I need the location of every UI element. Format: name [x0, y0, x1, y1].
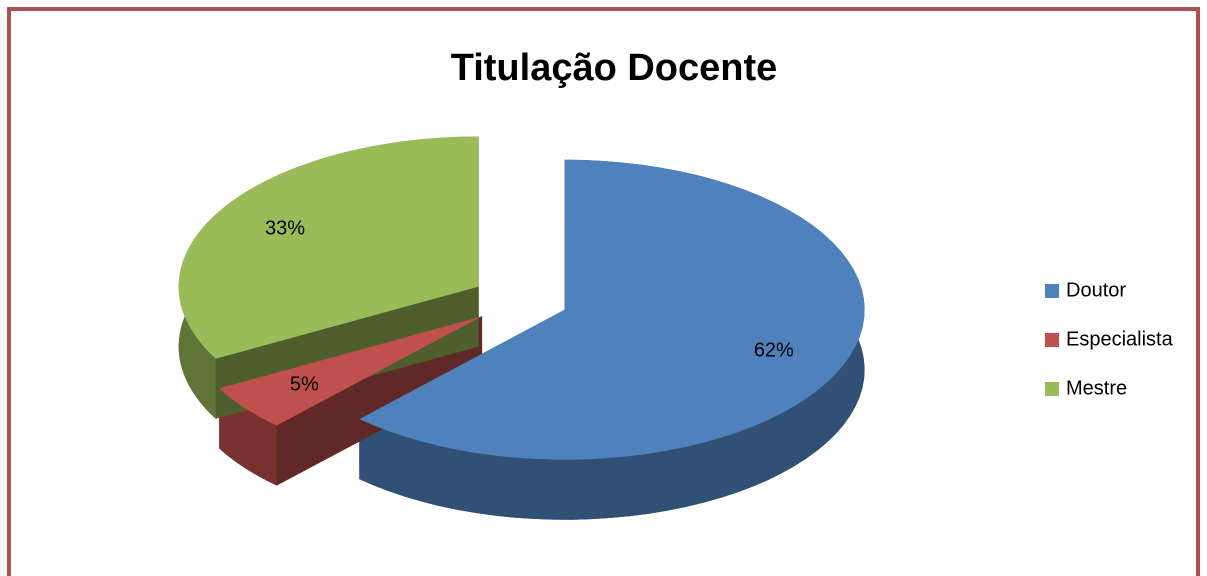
slice: [178, 136, 479, 359]
pie: [178, 136, 865, 520]
legend-label: Especialista: [1066, 328, 1174, 350]
data-label: 33%: [265, 218, 305, 240]
legend-swatch: [1045, 333, 1059, 347]
legend-label: Doutor: [1066, 279, 1126, 301]
data-label: 5%: [290, 373, 319, 395]
slice: [359, 159, 865, 460]
slice: [219, 316, 483, 426]
slice-side: [359, 159, 865, 520]
chart-title: Titulação Docente: [451, 47, 778, 89]
data-label: 62%: [754, 339, 794, 361]
legend-label: Mestre: [1066, 377, 1127, 399]
legend-swatch: [1045, 284, 1059, 298]
legend-swatch: [1045, 382, 1059, 396]
